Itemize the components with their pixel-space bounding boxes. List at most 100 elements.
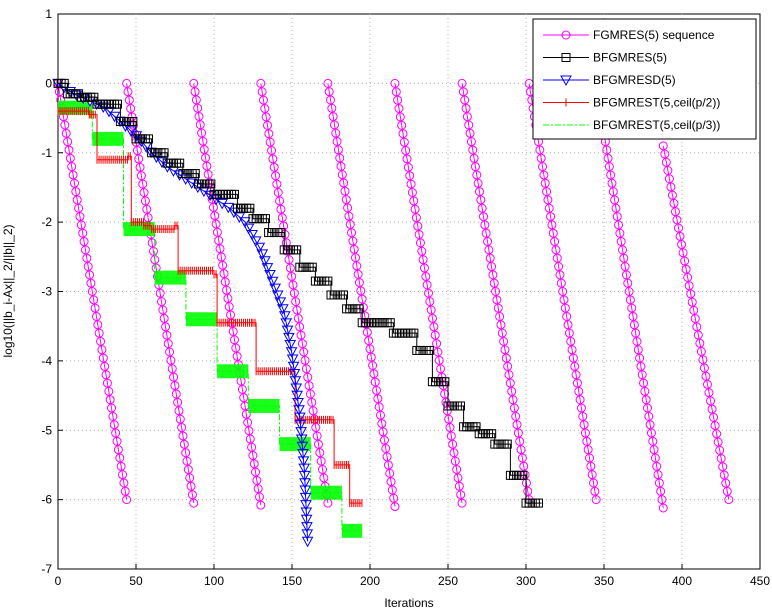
fgmres-marker <box>572 378 582 388</box>
legend-label: FGMRES(5) sequence <box>593 28 715 42</box>
fgmres-marker <box>615 228 625 238</box>
fgmres-marker <box>437 372 447 382</box>
y-tick-label: -2 <box>41 215 52 229</box>
fgmres-marker <box>465 128 475 138</box>
bfgmres-marker <box>190 169 200 179</box>
fgmres-marker <box>611 203 621 213</box>
fgmres-marker <box>397 120 407 130</box>
fgmres-marker <box>256 500 266 510</box>
bfgmresd-marker <box>298 470 311 482</box>
fgmres-marker <box>119 478 129 488</box>
fgmres-marker <box>140 196 150 206</box>
fgmres-marker <box>112 436 122 446</box>
bfgmresd-marker <box>296 441 309 453</box>
fgmres-marker <box>123 87 133 97</box>
fgmres-marker <box>560 303 570 313</box>
fgmres-marker <box>589 478 599 488</box>
bfgmresd-marker <box>291 390 304 402</box>
fgmres-marker <box>625 295 635 305</box>
bfgmresd-marker <box>294 419 307 431</box>
bfgmres-marker <box>112 99 122 109</box>
fgmres-marker <box>578 411 588 421</box>
x-tick-label: 350 <box>594 574 614 588</box>
fgmres-marker <box>648 436 658 446</box>
bfgmresd-marker <box>292 398 304 409</box>
bfgmrest-p3-band <box>248 398 277 413</box>
fgmres-marker <box>68 170 78 180</box>
fgmres-marker <box>469 153 479 163</box>
bfgmres-marker <box>307 262 317 272</box>
fgmres-marker <box>142 204 152 214</box>
fgmres-marker <box>312 431 322 441</box>
fgmres-marker <box>591 495 601 505</box>
fgmres-marker <box>120 486 130 496</box>
fgmres-marker <box>468 145 478 155</box>
fgmres-marker <box>264 129 274 139</box>
legend-marker <box>562 98 570 107</box>
bfgmres-markers <box>53 78 543 508</box>
fgmres-marker <box>305 389 315 399</box>
legend-label: BFGMREST(5,ceil(p/2)) <box>593 96 720 110</box>
bfgmres-marker <box>245 203 255 213</box>
fgmres-marker <box>127 112 137 122</box>
fgmres-marker <box>285 263 295 273</box>
fgmres-marker <box>319 473 329 483</box>
bfgmresd-marker <box>288 368 301 380</box>
fgmres-marker <box>170 381 180 391</box>
bfgmresd-marker <box>284 340 297 351</box>
fgmres-marker <box>540 178 550 188</box>
fgmres-marker <box>263 120 273 130</box>
fgmres-marker <box>452 465 462 475</box>
fgmres-marker <box>426 305 436 315</box>
fgmres-sequence-line <box>57 83 128 500</box>
fgmres-marker <box>551 245 561 255</box>
fgmres-marker <box>134 154 144 164</box>
bfgmresd-marker <box>299 478 311 489</box>
fgmres-marker <box>419 263 429 273</box>
fgmres-marker <box>570 361 580 371</box>
fgmres-marker <box>457 498 467 508</box>
fgmres-marker <box>513 428 523 438</box>
bfgmres-marker <box>159 148 169 158</box>
fgmres-sequence-line <box>126 83 195 504</box>
fgmres-marker <box>552 253 562 263</box>
y-tick-label: -1 <box>41 146 52 160</box>
bfgmres-marker <box>487 429 497 439</box>
fgmres-sequence-line <box>260 83 329 504</box>
bfgmres-marker <box>74 89 84 99</box>
fgmres-marker <box>297 339 307 349</box>
bfgmres-marker <box>409 328 419 338</box>
y-tick-label: 0 <box>45 76 52 90</box>
fgmres-marker <box>563 320 573 330</box>
fgmres-sequence-markers <box>189 78 266 510</box>
bfgmres-marker <box>276 228 286 238</box>
fgmres-marker <box>398 129 408 139</box>
bfgmresd-marker <box>301 522 313 533</box>
fgmres-marker <box>466 137 476 147</box>
fgmres-marker <box>538 162 548 172</box>
fgmres-marker <box>116 461 126 471</box>
fgmres-marker <box>543 195 553 205</box>
bfgmrest-p3-line <box>58 107 363 532</box>
fgmres-marker <box>497 328 507 338</box>
fgmres-marker <box>390 78 400 88</box>
bfgmresd-marker <box>280 318 293 329</box>
fgmres-marker <box>464 120 474 130</box>
y-tick-label: -6 <box>41 493 52 507</box>
fgmres-marker <box>86 278 96 288</box>
fgmres-marker <box>415 238 425 248</box>
bfgmres-marker <box>471 422 481 432</box>
fgmres-marker <box>390 502 400 512</box>
fgmres-marker <box>178 431 188 441</box>
tick-labels: 0 50 100 150 200 250 300 350 400 450 1 0 -1 -2 -3 -4 -5 -… <box>41 7 770 588</box>
fgmres-marker <box>555 270 565 280</box>
fgmres-marker <box>403 162 413 172</box>
fgmres-marker <box>628 311 638 321</box>
fgmres-marker <box>566 336 576 346</box>
fgmres-marker <box>185 473 195 483</box>
fgmres-marker <box>481 228 491 238</box>
fgmres-marker <box>161 322 171 332</box>
fgmres-marker <box>104 386 114 396</box>
fgmres-marker <box>556 278 566 288</box>
